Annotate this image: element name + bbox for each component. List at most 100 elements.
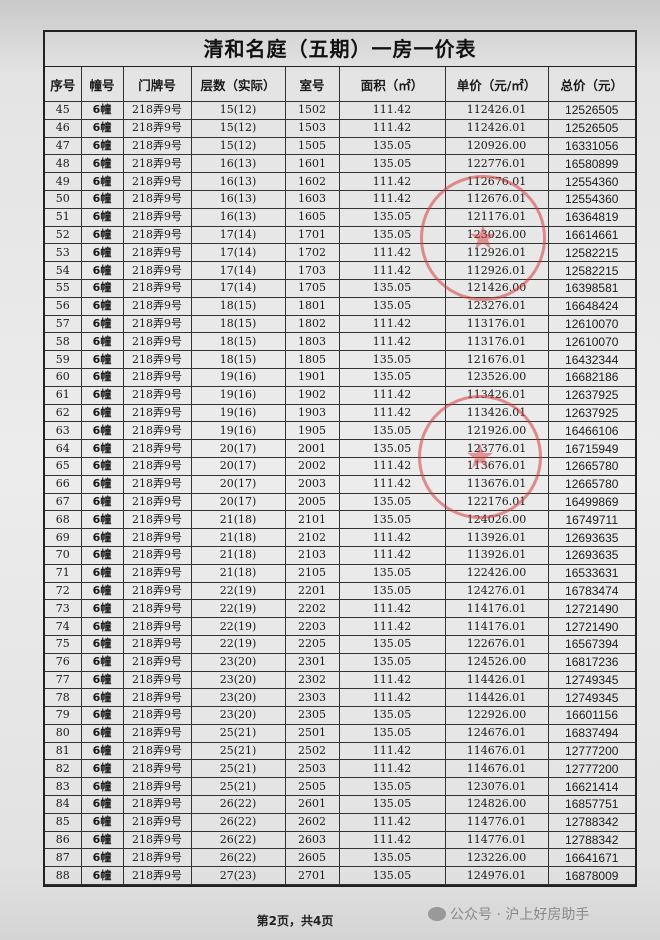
cell-floor: 17(14) — [190, 243, 286, 263]
cell-building: 6幢 — [80, 812, 124, 832]
cell-unit-price: 123526.00 — [444, 367, 549, 387]
cell-seq: 72 — [45, 581, 82, 601]
cell-building: 6幢 — [80, 688, 124, 708]
cell-building: 6幢 — [80, 545, 124, 565]
cell-total-price: 16857751 — [547, 795, 635, 814]
cell-floor: 18(15) — [190, 332, 286, 352]
cell-room: 2601 — [284, 795, 340, 814]
cell-address: 218弄9号 — [122, 848, 192, 868]
table-header-row: 序号 幢号 门牌号 层数（实际） 室号 面积（㎡） 单价（元/㎡） 总价（元） — [45, 67, 635, 102]
cell-total-price: 12788342 — [547, 812, 635, 832]
cell-seq: 48 — [45, 154, 82, 174]
cell-floor: 27(23) — [190, 866, 286, 886]
cell-area: 135.05 — [338, 439, 446, 458]
cell-floor: 23(20) — [190, 670, 286, 690]
cell-building: 6幢 — [80, 617, 124, 636]
table-row: 87 6幢 218弄9号 26(22) 2605 135.05 123226.00 16641… — [45, 848, 635, 868]
cell-floor: 20(17) — [190, 439, 286, 458]
cell-room: 1602 — [284, 172, 340, 191]
cell-floor: 22(19) — [190, 634, 286, 654]
column-header-seq: 序号 — [45, 67, 82, 102]
cell-total-price: 16641671 — [547, 848, 635, 868]
table-row: 88 6幢 218弄9号 27(23) 2701 135.05 124976.01 16878… — [45, 866, 635, 886]
cell-floor: 20(17) — [190, 456, 286, 476]
cell-total-price: 12582215 — [547, 261, 635, 280]
table-row: 77 6幢 218弄9号 23(20) 2302 111.42 114426.01 12749… — [45, 670, 635, 690]
cell-address: 218弄9号 — [122, 421, 192, 441]
cell-area: 111.42 — [338, 830, 446, 850]
cell-seq: 63 — [45, 421, 82, 441]
cell-unit-price: 121426.00 — [444, 278, 549, 298]
cell-unit-price: 113926.01 — [444, 528, 549, 547]
cell-total-price: 16364819 — [547, 207, 635, 227]
cell-unit-price: 122926.00 — [444, 706, 549, 725]
cell-unit-price: 122426.00 — [444, 563, 549, 583]
cell-floor: 25(21) — [190, 777, 286, 797]
cell-floor: 22(19) — [190, 599, 286, 619]
cell-total-price: 12665780 — [547, 474, 635, 494]
cell-seq: 61 — [45, 385, 82, 405]
cell-area: 135.05 — [338, 777, 446, 797]
cell-floor: 26(22) — [190, 795, 286, 814]
cell-building: 6幢 — [80, 866, 124, 886]
cell-area: 111.42 — [338, 189, 446, 209]
cell-total-price: 16533631 — [547, 563, 635, 583]
cell-floor: 15(12) — [190, 136, 286, 156]
cell-seq: 45 — [45, 101, 82, 120]
cell-room: 2602 — [284, 812, 340, 832]
cell-unit-price: 113426.01 — [444, 385, 549, 405]
cell-address: 218弄9号 — [122, 332, 192, 352]
cell-floor: 22(19) — [190, 581, 286, 601]
cell-total-price: 16837494 — [547, 723, 635, 743]
cell-address: 218弄9号 — [122, 350, 192, 369]
table-row: 47 6幢 218弄9号 15(12) 1505 135.05 120926.00 16331… — [45, 136, 635, 156]
cell-building: 6幢 — [80, 136, 124, 156]
cell-seq: 73 — [45, 599, 82, 619]
cell-area: 111.42 — [338, 528, 446, 547]
cell-building: 6幢 — [80, 634, 124, 654]
cell-seq: 56 — [45, 296, 82, 316]
cell-building: 6幢 — [80, 706, 124, 725]
cell-floor: 18(15) — [190, 350, 286, 369]
cell-unit-price: 114176.01 — [444, 599, 549, 619]
cell-area: 135.05 — [338, 706, 446, 725]
cell-building: 6幢 — [80, 172, 124, 191]
cell-area: 135.05 — [338, 296, 446, 316]
cell-floor: 23(20) — [190, 688, 286, 708]
table-row: 56 6幢 218弄9号 18(15) 1801 135.05 123276.01 16648… — [45, 296, 635, 316]
cell-seq: 75 — [45, 634, 82, 654]
cell-total-price: 12582215 — [547, 243, 635, 263]
table-row: 61 6幢 218弄9号 19(16) 1902 111.42 113426.01 12637… — [45, 385, 635, 405]
cell-address: 218弄9号 — [122, 510, 192, 530]
cell-building: 6幢 — [80, 599, 124, 619]
table-row: 52 6幢 218弄9号 17(14) 1701 135.05 123026.00 16614… — [45, 225, 635, 245]
cell-total-price: 12610070 — [547, 314, 635, 334]
table-row: 79 6幢 218弄9号 23(20) 2305 135.05 122926.00 16601… — [45, 706, 635, 725]
cell-address: 218弄9号 — [122, 652, 192, 672]
cell-seq: 83 — [45, 777, 82, 797]
table-row: 53 6幢 218弄9号 17(14) 1702 111.42 112926.01 12582… — [45, 243, 635, 263]
cell-area: 135.05 — [338, 634, 446, 654]
cell-total-price: 12777200 — [547, 741, 635, 761]
table-row: 68 6幢 218弄9号 21(18) 2101 135.05 124026.00 16749… — [45, 510, 635, 530]
cell-seq: 84 — [45, 795, 82, 814]
cell-floor: 19(16) — [190, 385, 286, 405]
cell-room: 2303 — [284, 688, 340, 708]
cell-area: 111.42 — [338, 314, 446, 334]
cell-room: 1905 — [284, 421, 340, 441]
cell-room: 1802 — [284, 314, 340, 334]
cell-total-price: 16648424 — [547, 296, 635, 316]
cell-room: 2102 — [284, 528, 340, 547]
cell-area: 135.05 — [338, 225, 446, 245]
cell-address: 218弄9号 — [122, 456, 192, 476]
cell-total-price: 12526505 — [547, 101, 635, 120]
cell-area: 135.05 — [338, 866, 446, 886]
table-row: 67 6幢 218弄9号 20(17) 2005 135.05 122176.01 16499… — [45, 492, 635, 512]
cell-room: 1702 — [284, 243, 340, 263]
cell-floor: 23(20) — [190, 706, 286, 725]
cell-floor: 26(22) — [190, 830, 286, 850]
cell-building: 6幢 — [80, 830, 124, 850]
cell-building: 6幢 — [80, 848, 124, 868]
cell-address: 218弄9号 — [122, 617, 192, 636]
cell-floor: 16(13) — [190, 189, 286, 209]
